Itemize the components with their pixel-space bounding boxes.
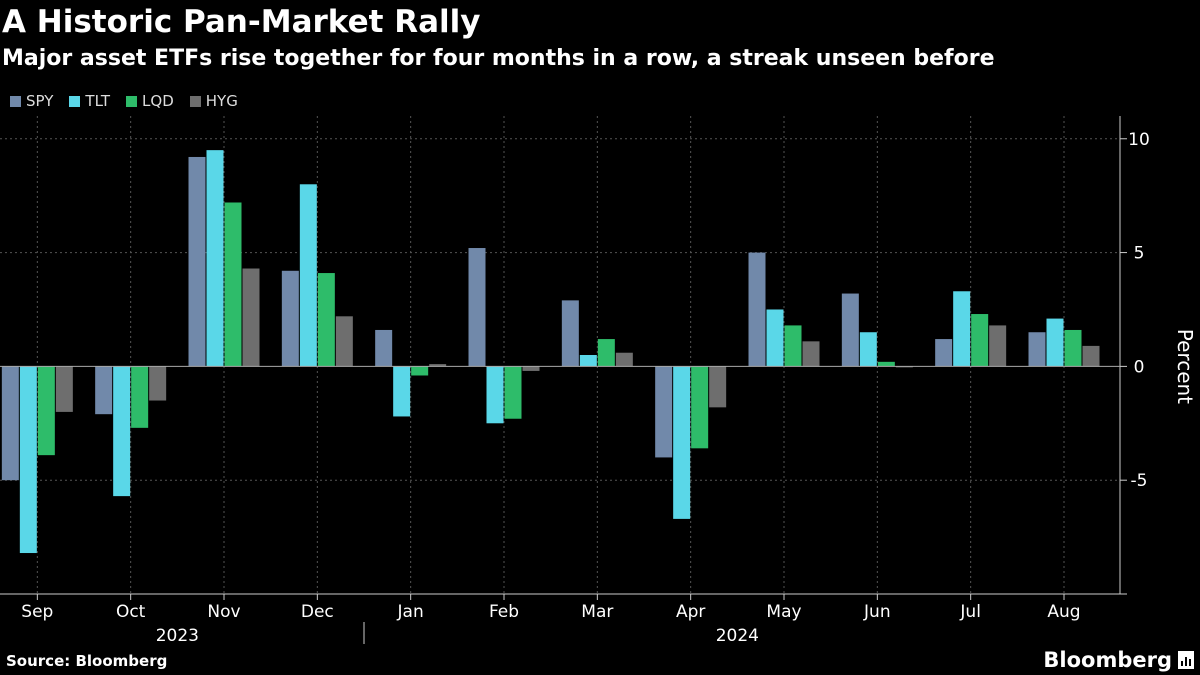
bar-lqd-dec [317,273,335,367]
bar-tlt-apr [673,366,691,519]
x-tick-label: Aug [1047,602,1080,622]
bar-lqd-jul [971,314,989,367]
bar-tlt-dec [299,184,317,367]
y-tick-label: 0 [1134,357,1145,377]
x-tick-label: Mar [581,602,613,622]
bar-hyg-jul [989,325,1007,367]
x-tick-label: Sep [21,602,53,622]
legend-item-lqd: LQD [126,92,174,110]
legend-swatch-tlt [69,95,81,107]
bar-hyg-apr [709,366,727,408]
bar-tlt-sep [19,366,37,554]
legend-swatch-lqd [126,95,138,107]
bar-lqd-sep [37,366,55,456]
terminal-icon [1178,651,1194,669]
bar-lqd-feb [504,366,522,419]
bar-hyg-aug [1082,345,1100,367]
bar-tlt-aug [1046,318,1064,367]
bar-tlt-mar [579,355,597,367]
bar-hyg-may [802,341,820,367]
bar-spy-jan [375,329,393,367]
x-tick-label: May [766,602,801,622]
y-tick-label: -5 [1131,471,1148,491]
brand-name: Bloomberg [1043,648,1172,672]
bar-lqd-oct [131,366,149,428]
bar-tlt-jul [953,291,971,367]
bar-lqd-aug [1064,329,1082,367]
x-tick-label: Dec [301,602,334,622]
legend-label-hyg: HYG [205,92,238,110]
x-tick-label: Oct [116,602,146,622]
y-axis-title: Percent [1173,329,1197,404]
legend-label-tlt: TLT [85,92,111,110]
x-tick-label: Jan [397,602,424,622]
legend-label-lqd: LQD [142,92,174,110]
bar-hyg-feb [522,366,540,371]
brand-logo: Bloomberg [1043,648,1194,672]
bar-lqd-mar [597,339,615,367]
legend-item-spy: SPY [10,92,53,110]
legend-label-spy: SPY [26,92,54,110]
bar-lqd-jan [411,366,429,376]
legend-swatch-hyg [189,95,201,107]
y-tick-label: 10 [1128,130,1150,150]
bar-lqd-jun [877,361,895,367]
year-label: 2024 [716,626,759,646]
bar-spy-feb [468,248,486,367]
bar-lqd-nov [224,202,242,367]
bar-lqd-may [784,325,802,367]
bar-spy-mar [561,300,579,367]
bar-spy-may [748,252,766,367]
bar-lqd-apr [691,366,709,449]
x-tick-label: Apr [676,602,705,622]
x-tick-label: Jul [959,602,981,622]
legend-swatch-spy [10,95,21,107]
bar-spy-dec [281,270,299,367]
bar-tlt-feb [486,366,504,424]
chart-subtitle: Major asset ETFs rise together for four … [2,46,995,71]
bar-hyg-dec [335,316,353,367]
bar-spy-jul [935,339,953,367]
source-note: Source: Bloomberg [6,652,168,670]
bar-tlt-oct [113,366,131,497]
x-tick-label: Nov [207,602,240,622]
legend-item-tlt: TLT [69,92,110,110]
bar-tlt-may [766,309,784,367]
bar-spy-oct [95,366,113,415]
bar-spy-apr [655,366,673,458]
bar-tlt-jan [393,366,411,417]
legend: SPY TLT LQD HYG [10,92,238,110]
bar-hyg-oct [149,366,167,401]
bar-tlt-jun [859,332,877,367]
bar-hyg-sep [55,366,73,412]
bar-spy-sep [1,366,19,481]
chart-title: A Historic Pan-Market Rally [2,4,481,40]
bar-spy-aug [1028,332,1046,367]
bar-hyg-mar [615,352,633,367]
bar-spy-jun [841,293,859,367]
bar-hyg-jan [429,364,447,367]
y-tick-label: 5 [1134,244,1145,264]
bar-spy-nov [188,156,206,367]
x-tick-label: Jun [863,602,891,622]
bar-tlt-nov [206,150,224,367]
year-label: 2023 [156,626,199,646]
legend-item-hyg: HYG [189,92,238,110]
x-tick-label: Feb [489,602,519,622]
bar-hyg-nov [242,268,260,367]
